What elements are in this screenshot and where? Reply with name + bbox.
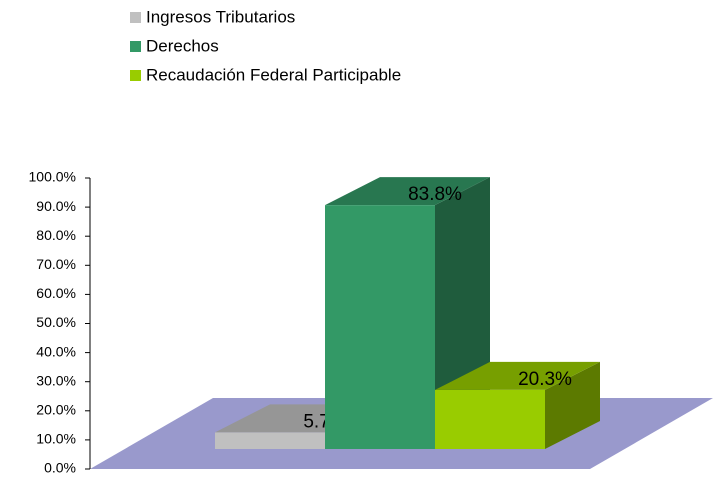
bar-top (435, 361, 600, 390)
value-label: 83.8% (408, 184, 462, 205)
y-tick-label: 90.0% (36, 198, 76, 214)
y-tick-label: 50.0% (36, 314, 76, 330)
legend-label: Recaudación Federal Participable (146, 65, 401, 84)
legend-swatch (130, 41, 141, 52)
bar-front (325, 205, 435, 449)
legend-swatch (130, 12, 141, 23)
legend-label: Derechos (146, 36, 219, 55)
y-tick-label: 20.0% (36, 402, 76, 418)
legend-swatch (130, 70, 141, 81)
bar-side (545, 361, 600, 449)
bar-top (325, 177, 490, 206)
y-tick-label: 30.0% (36, 372, 76, 388)
y-tick-label: 60.0% (36, 285, 76, 301)
y-tick-label: 10.0% (36, 431, 76, 447)
y-tick-label: 70.0% (36, 256, 76, 272)
y-tick-label: 80.0% (36, 227, 76, 243)
legend-label: Ingresos Tributarios (146, 7, 295, 26)
bar (435, 361, 600, 449)
y-tick-label: 0.0% (44, 460, 76, 476)
y-tick-label: 40.0% (36, 343, 76, 359)
value-label: 20.3% (518, 369, 572, 390)
bar-front (435, 389, 545, 449)
bar-front (215, 432, 325, 449)
y-tick-label: 100.0% (29, 169, 76, 185)
